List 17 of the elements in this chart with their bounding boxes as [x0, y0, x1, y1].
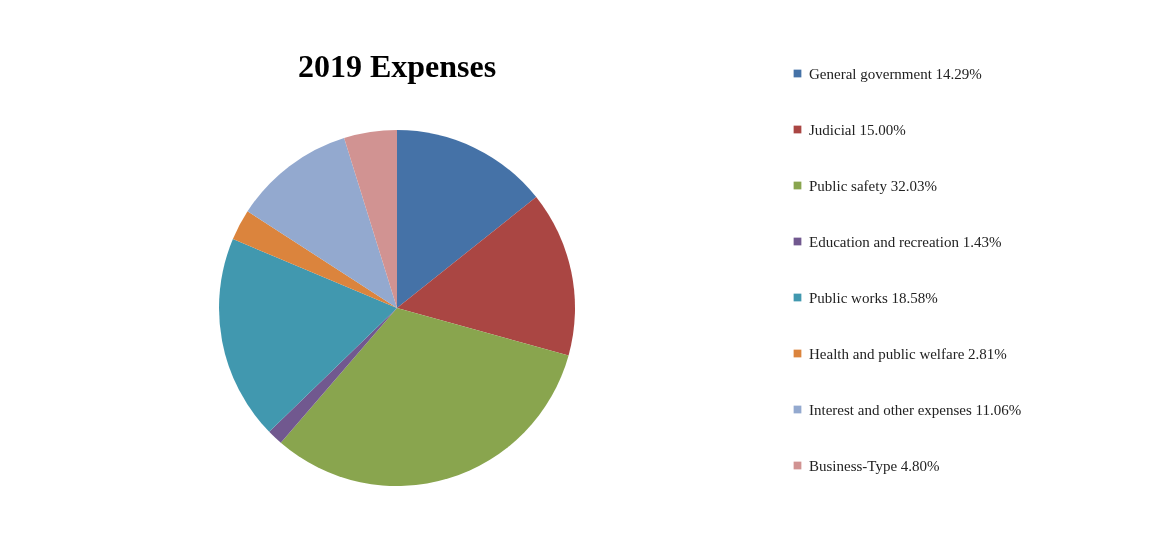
pie-slice [280, 308, 569, 486]
pie-slice [219, 239, 397, 432]
legend-label: Health and public welfare 2.81% [809, 345, 1007, 362]
pie-slice [247, 138, 397, 308]
legend-label: Public works 18.58% [809, 289, 938, 306]
pie-slice [232, 211, 397, 308]
pie-slice [397, 130, 537, 308]
pie-slice [269, 308, 397, 443]
legend-label: Judicial 15.00% [809, 121, 906, 138]
legend-label: General government 14.29% [809, 65, 982, 82]
pie-slice [344, 130, 397, 308]
legend-label: Public safety 32.03% [809, 177, 937, 194]
legend-label: Education and recreation 1.43% [809, 233, 1002, 250]
legend-label: Business-Type 4.80% [809, 457, 940, 474]
legend-label: Interest and other expenses 11.06% [809, 401, 1022, 418]
chart-title: 2019 Expenses [297, 48, 497, 84]
pie-slice [397, 197, 575, 356]
